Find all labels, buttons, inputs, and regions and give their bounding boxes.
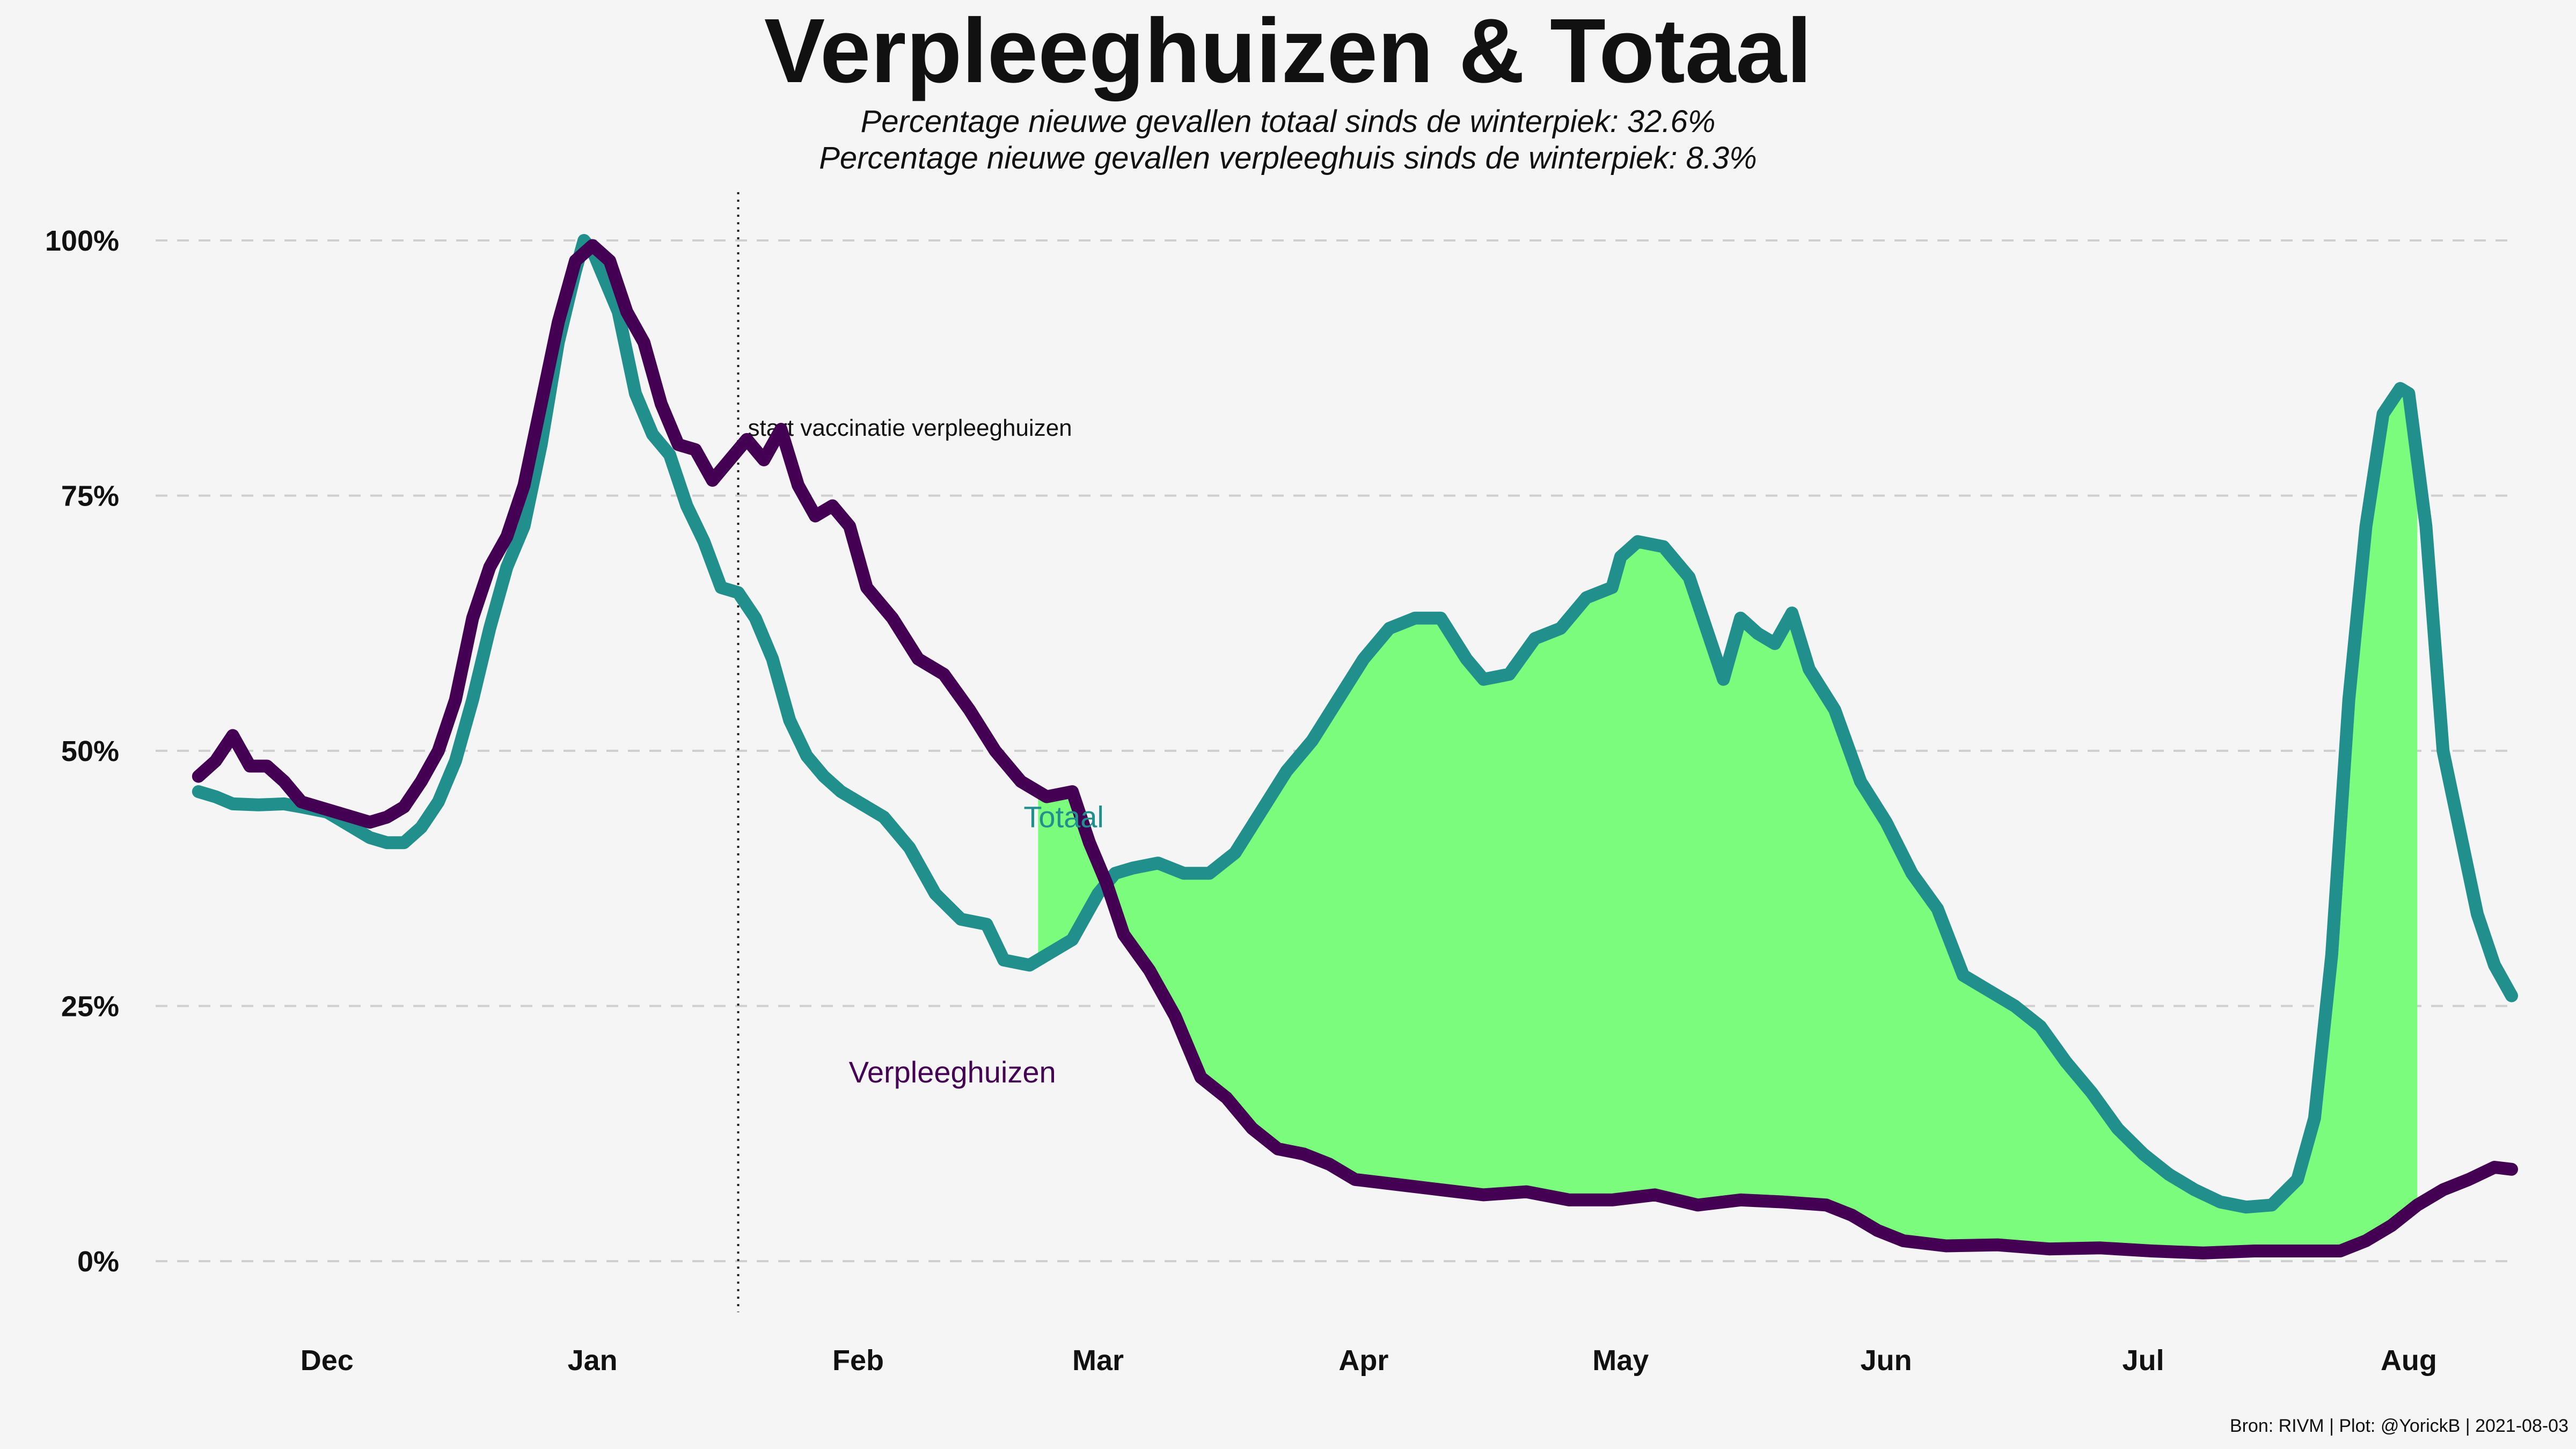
y-tick-label: 0% [77,1246,119,1278]
vaccination-annotation: start vaccinatie verpleeghuizen [748,415,1072,441]
x-tick-label: Aug [2381,1344,2437,1377]
x-tick-label: Jan [568,1344,618,1377]
fill-area [1038,388,2418,1253]
series-lines [192,234,2518,1260]
y-tick-label: 25% [61,991,119,1023]
x-tick-label: Mar [1072,1344,1124,1377]
chart-subtitle-verpleeghuis: Percentage nieuwe gevallen verpleeghuis … [819,141,1757,175]
y-tick-label: 75% [61,480,119,513]
gridlines [156,239,2512,1262]
y-axis-ticks: 0% 25% 50% 75% 100% [45,225,119,1278]
series-labels: Totaal Verpleeghuizen [849,800,1104,1089]
x-tick-label: Feb [832,1344,884,1377]
source-caption: Bron: RIVM | Plot: @YorickB | 2021-08-03 [2229,1416,2568,1436]
difference-fill [1038,388,2418,1253]
x-tick-label: Dec [301,1344,354,1377]
series-label-verpleeghuizen: Verpleeghuizen [849,1055,1056,1089]
chart-title: Verpleeghuizen & Totaal [764,0,1812,102]
x-tick-label: May [1592,1344,1649,1377]
x-axis-ticks: Dec Jan Feb Mar Apr May Jun Jul Aug [301,1344,2437,1377]
series-line-verpleeghuizen [192,239,2518,1260]
x-tick-label: Jul [2123,1344,2164,1377]
x-tick-label: Jun [1861,1344,1912,1377]
y-tick-label: 100% [45,225,119,257]
vaccination-marker: start vaccinatie verpleeghuizen [737,192,1072,1312]
series-label-totaal: Totaal [1023,800,1103,834]
chart-subtitle-totaal: Percentage nieuwe gevallen totaal sinds … [860,104,1716,139]
x-tick-label: Apr [1338,1344,1388,1377]
y-tick-label: 50% [61,735,119,767]
